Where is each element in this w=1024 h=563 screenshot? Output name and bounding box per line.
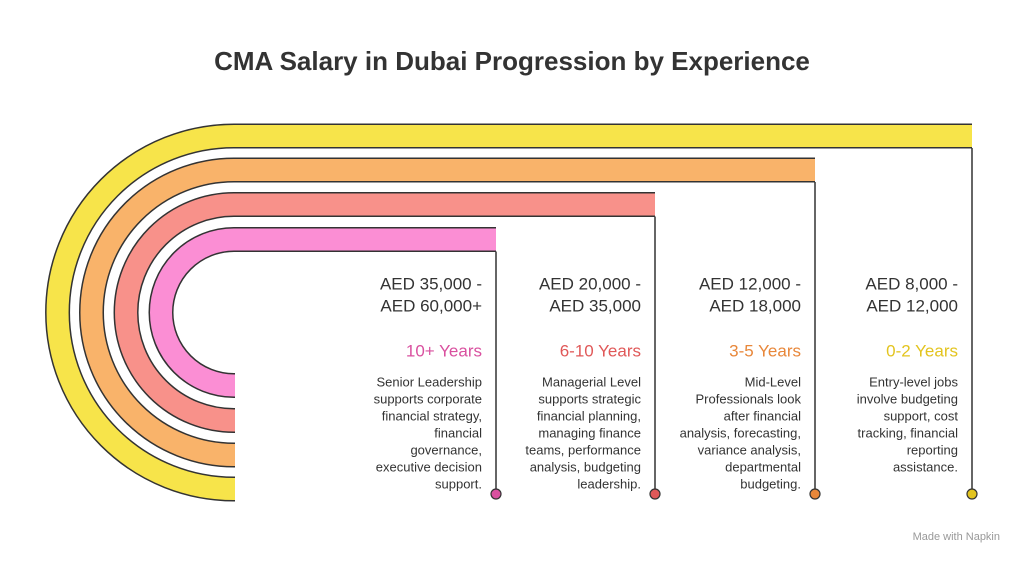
description: reporting <box>907 442 958 457</box>
band <box>115 193 655 432</box>
band <box>150 228 496 397</box>
band-outline <box>45 123 972 502</box>
salary-range: AED 8,000 - <box>865 274 958 293</box>
description: support. <box>435 476 482 491</box>
description: managing finance <box>538 425 641 440</box>
description: teams, performance <box>525 442 641 457</box>
description: supports corporate <box>374 391 482 406</box>
description: support, cost <box>884 408 959 423</box>
description: Mid-Level <box>745 374 801 389</box>
description: Managerial Level <box>542 374 641 389</box>
description: after financial <box>724 408 801 423</box>
bands <box>45 123 978 502</box>
description: assistance. <box>893 459 958 474</box>
description: departmental <box>725 459 801 474</box>
description: executive decision <box>376 459 482 474</box>
marker-dot <box>966 488 978 500</box>
description: Professionals look <box>696 391 802 406</box>
salary-range: AED 60,000+ <box>380 296 482 315</box>
salary-range: AED 12,000 <box>866 296 958 315</box>
description: financial strategy, <box>382 408 482 423</box>
experience-label: 6-10 Years <box>560 341 641 360</box>
description: involve budgeting <box>857 391 958 406</box>
marker-dot <box>490 488 502 500</box>
experience-label: 0-2 Years <box>886 341 958 360</box>
salary-range: AED 18,000 <box>709 296 801 315</box>
description: analysis, forecasting, <box>680 425 801 440</box>
salary-range: AED 20,000 - <box>539 274 641 293</box>
marker-dot <box>809 488 821 500</box>
band <box>46 125 972 500</box>
description: variance analysis, <box>698 442 801 457</box>
description: Senior Leadership <box>376 374 482 389</box>
footer: Made with Napkin <box>913 531 1000 543</box>
band <box>80 159 815 466</box>
description: supports strategic <box>538 391 641 406</box>
marker-dot <box>649 488 661 500</box>
description: financial planning, <box>537 408 641 423</box>
description: tracking, financial <box>858 425 959 440</box>
description: analysis, budgeting <box>530 459 641 474</box>
title: CMA Salary in Dubai Progression by Exper… <box>214 46 810 76</box>
description: financial <box>434 425 482 440</box>
experience-label: 10+ Years <box>406 341 482 360</box>
experience-label: 3-5 Years <box>729 341 801 360</box>
salary-range: AED 12,000 - <box>699 274 801 293</box>
description: budgeting. <box>740 476 801 491</box>
description: governance, <box>410 442 482 457</box>
description: leadership. <box>577 476 641 491</box>
salary-range: AED 35,000 <box>549 296 641 315</box>
description: Entry-level jobs <box>869 374 958 389</box>
salary-range: AED 35,000 - <box>380 274 482 293</box>
